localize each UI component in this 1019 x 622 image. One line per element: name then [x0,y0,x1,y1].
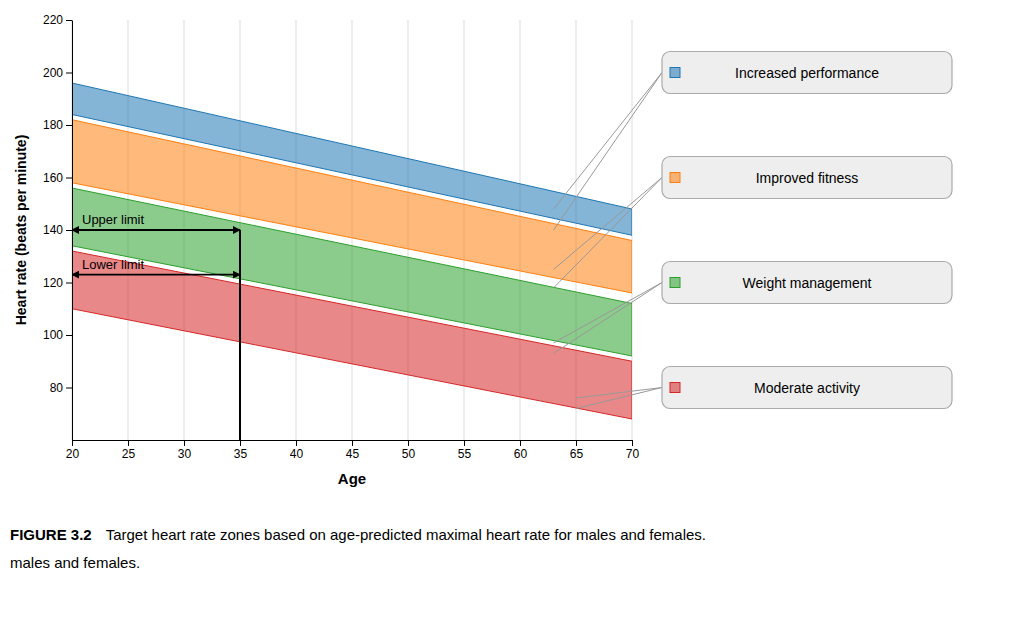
label-swatch [670,68,680,78]
connector-line [576,388,662,409]
y-tick-mark [66,178,72,179]
label-box [662,157,952,199]
connector-line [554,73,662,210]
annotation-label: Lower limit [82,257,145,272]
y-tick-label: 180 [43,118,63,132]
reference-line [239,230,241,440]
zone-label: Moderate activity [754,380,860,396]
x-axis: 20 25 30 35 40 45 50 55 60 65 70 [66,440,640,461]
caption-title: FIGURE 3.2 [10,526,92,543]
y-tick-label: 120 [43,276,63,290]
y-tick: 140 [43,223,72,237]
connector-line [554,283,662,354]
x-tick: 20 [66,440,80,461]
x-tick: 70 [626,440,640,461]
x-tick: 50 [402,440,416,461]
y-tick-mark [66,283,72,284]
label-box [662,262,952,304]
x-tick-mark [408,440,409,446]
x-tick-label: 30 [178,447,192,461]
y-tick-label: 100 [43,328,63,342]
y-tick-mark [66,388,72,389]
y-tick-label: 140 [43,223,63,237]
x-tick-mark [296,440,297,446]
y-tick-mark [66,73,72,74]
connector-line [554,178,662,270]
x-tick-mark [632,440,633,446]
x-tick: 60 [514,440,528,461]
label-box [662,367,952,409]
zone-label: Increased performance [735,65,879,81]
y-tick-label: 200 [43,66,63,80]
x-tick-mark [352,440,353,446]
x-tick: 65 [570,440,584,461]
x-tick-mark [464,440,465,446]
x-axis-title: Age [338,470,366,487]
y-tick-mark [66,230,72,231]
y-tick: 80 [50,381,72,395]
chart-svg: 20 25 30 35 40 45 50 55 60 65 70 80 100 120 140 160 180 2… [0,0,1019,622]
caption-continued: males and females. [10,554,140,571]
caption: Target heart rate zones based on age-pre… [106,526,706,543]
y-tick: 180 [43,118,72,132]
x-tick-label: 35 [234,447,248,461]
connector-line [576,388,662,399]
zone-label: Weight management [743,275,872,291]
x-tick-label: 25 [122,447,136,461]
x-tick: 45 [346,440,360,461]
chart-container: 20 25 30 35 40 45 50 55 60 65 70 80 100 120 140 160 180 2… [0,0,1019,622]
plot-area [72,83,632,440]
x-tick-mark [520,440,521,446]
y-axis-line [72,21,73,441]
connector-line [554,73,662,231]
zone-label: Improved fitness [756,170,859,186]
y-tick-mark [66,335,72,336]
x-tick-label: 20 [66,447,80,461]
x-tick: 55 [458,440,472,461]
x-tick-mark [576,440,577,446]
x-tick-mark [128,440,129,446]
y-tick-mark [66,20,72,21]
y-tick: 220 [43,13,72,27]
x-tick: 40 [290,440,304,461]
y-tick-label: 80 [50,381,64,395]
y-tick-mark [66,125,72,126]
y-axis-title: Heart rate (beats per minute) [13,135,29,326]
x-tick: 35 [234,440,248,461]
label-swatch [670,383,680,393]
zone-labels: Increased performance Improved fitness Wei… [554,52,952,409]
label-box [662,52,952,94]
grid-line [296,20,297,440]
y-tick: 200 [43,66,72,80]
limit-arrow [72,229,240,231]
x-tick-label: 55 [458,447,472,461]
zone-band [72,251,632,419]
x-tick: 25 [122,440,136,461]
y-tick: 160 [43,171,72,185]
label-swatch [670,173,680,183]
y-tick: 100 [43,328,72,342]
y-tick-label: 160 [43,171,63,185]
y-axis: 80 100 120 140 160 180 200 220 [43,13,73,440]
x-tick-label: 50 [402,447,416,461]
connector-line [554,283,662,343]
x-tick-label: 40 [290,447,304,461]
x-tick-mark [240,440,241,446]
x-tick-label: 65 [570,447,584,461]
grid [72,20,632,440]
x-tick-mark [184,440,185,446]
x-tick-label: 70 [626,447,640,461]
x-tick-label: 60 [514,447,528,461]
connector-line [554,178,662,288]
x-tick: 30 [178,440,192,461]
label-swatch [670,278,680,288]
limit-arrow [72,274,240,276]
y-tick-label: 220 [43,13,63,27]
annotation-label: Upper limit [82,212,145,227]
x-tick-label: 45 [346,447,360,461]
x-tick-mark [72,440,73,446]
y-tick: 120 [43,276,72,290]
